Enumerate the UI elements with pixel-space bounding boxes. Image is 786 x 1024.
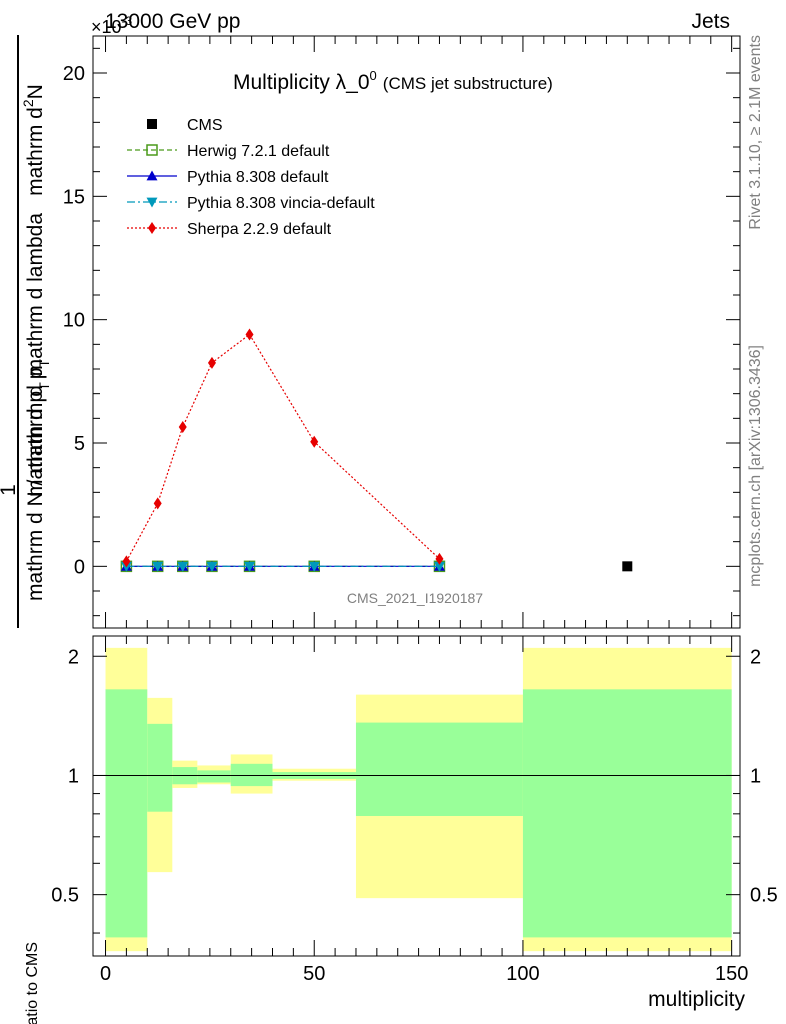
legend-label: Sherpa 2.2.9 default [187, 221, 332, 238]
x-axis-label: multiplicity [648, 988, 745, 1011]
main-panel-frame [92, 35, 741, 629]
ratio-y-tick-label-right: 1 [750, 765, 761, 787]
legend-marker [148, 222, 156, 234]
main-panel: 0 5 10 15 20 [63, 35, 741, 629]
ratio-y-tick-label: 2 [68, 646, 79, 668]
legend-label: Pythia 8.308 default [187, 169, 329, 186]
legend-label: Pythia 8.308 vincia-default [187, 195, 375, 212]
legend-item: Sherpa 2.2.9 default [127, 221, 332, 238]
ratio-y-tick-label-right: 0.5 [750, 885, 778, 907]
series-3 [120, 561, 445, 572]
legend-marker [146, 170, 158, 181]
ratio-panel-frame [92, 635, 741, 957]
data-point [177, 561, 189, 572]
legend: CMS Herwig 7.2.1 default Pythia 8.308 defa… [127, 117, 375, 238]
legend-item: Pythia 8.308 default [127, 169, 329, 186]
analysis-watermark: CMS_2021_I1920187 [347, 590, 483, 606]
x-tick-label: 0 [100, 963, 111, 985]
data-point [310, 435, 319, 448]
x-tick-label: 100 [506, 963, 539, 985]
y-tick-label: 5 [74, 433, 85, 455]
x-tick-label: 50 [303, 963, 325, 985]
data-point [433, 561, 445, 572]
data-point [153, 497, 162, 510]
legend-item: Pythia 8.308 vincia-default [127, 195, 375, 212]
main-y-axis-label: mathrm d2N mathrm d pT mathrm d lambda 1… [0, 35, 52, 628]
energy-label: 13000 GeV pp [105, 10, 240, 33]
data-point [308, 561, 320, 572]
main-axis-ticks: 0 5 10 15 20 [63, 36, 740, 628]
y-tick-label: 10 [63, 310, 85, 332]
legend-marker [146, 197, 158, 208]
y-tick-label: 0 [74, 556, 85, 578]
ratio-band-inner [105, 689, 148, 938]
ratio-y-tick-label-right: 2 [750, 646, 761, 668]
mcplots-label: mcplots.cern.ch [arXiv:1306.3436] [747, 345, 764, 587]
legend-label: Herwig 7.2.1 default [187, 143, 330, 160]
data-point [435, 552, 444, 565]
y-tick-label: 15 [63, 186, 85, 208]
ratio-panel: 0.5 0.5 1 1 2 2 0 50 100 150 [51, 635, 778, 985]
ratio-band-inner [355, 722, 523, 816]
ratio-y-tick-label: 0.5 [51, 885, 79, 907]
exponent-label: ×10-3 [91, 14, 133, 37]
ratio-band-inner [197, 770, 231, 783]
series-4 [122, 328, 444, 568]
data-point [152, 561, 164, 572]
series-line [125, 333, 440, 562]
data-point [244, 561, 256, 572]
data-point [178, 420, 187, 433]
data-point [206, 561, 218, 572]
ratio-band-inner [522, 689, 732, 938]
legend-marker [146, 144, 158, 156]
data-point [207, 356, 216, 369]
jets-label: Jets [691, 10, 730, 33]
main-series-layer [120, 328, 633, 573]
y-label-numerator: mathrm d2N [20, 84, 47, 196]
y-tick-label: 20 [63, 63, 85, 85]
data-point [245, 328, 254, 341]
rivet-version-label: Rivet 3.1.10, ≥ 2.1M events [747, 35, 764, 230]
y-label-one: 1 [0, 484, 20, 496]
ratio-y-tick-label: 1 [68, 765, 79, 787]
data-point [122, 555, 131, 568]
ratio-axis-ticks: 0.5 0.5 1 1 2 2 0 50 100 150 [51, 636, 778, 985]
chart-title: Multiplicity λ_00 (CMS jet substructure) [233, 68, 553, 94]
ratio-bands-layer [93, 647, 740, 952]
series-0 [622, 561, 633, 572]
legend-marker [147, 119, 157, 129]
x-tick-label: 150 [715, 963, 748, 985]
ratio-band-inner [147, 723, 173, 812]
legend-label: CMS [187, 117, 223, 134]
data-point [622, 561, 633, 572]
ratio-y-axis-label: Ratio to CMS [24, 942, 41, 1024]
legend-item: Herwig 7.2.1 default [127, 143, 330, 160]
y-label-top-line: mathrm d pT mathrm d lambda [24, 213, 52, 497]
legend-item: CMS [147, 117, 223, 134]
y-label-bottom-line: mathrm d N / mathrm d pT [24, 359, 52, 601]
